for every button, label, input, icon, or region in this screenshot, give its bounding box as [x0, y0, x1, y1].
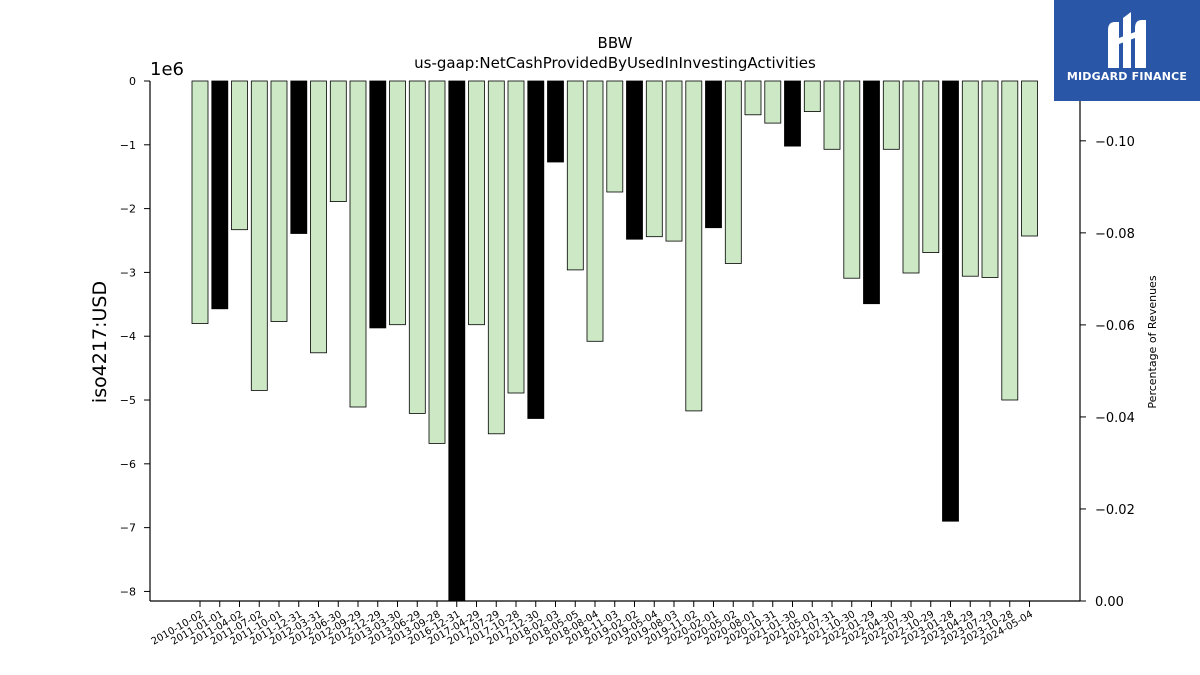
y2-axis-label: Percentage of Revenues: [1146, 275, 1159, 408]
bar-2013-03-30: [389, 80, 406, 326]
y-tick-label: −2: [120, 203, 136, 216]
y2-tick-label: −0.02: [1095, 503, 1135, 518]
bar-2020-02-01: [705, 80, 722, 229]
bar-2013-09-28: [428, 80, 446, 444]
bar-2021-07-31: [823, 80, 841, 150]
logo-text: MIDGARD FINANCE: [1066, 70, 1188, 83]
y2-tick-label: −0.06: [1095, 319, 1135, 334]
bar-2018-05-05: [566, 80, 584, 271]
y2-tick-label: −0.10: [1095, 135, 1135, 150]
bar-2018-11-03: [606, 80, 624, 193]
y-tick-label: −8: [120, 585, 136, 598]
midgard-finance-logo: MIDGARD FINANCE: [1054, 0, 1200, 101]
x-ticks-group: 2010-10-022011-01-012011-04-022011-07-02…: [150, 601, 1035, 648]
bar-2019-11-02: [685, 80, 703, 412]
bar-2022-10-29: [922, 80, 940, 254]
bar-2021-01-30: [784, 80, 801, 147]
y2-tick-label: −0.08: [1095, 227, 1135, 242]
y-tick-label: −6: [120, 458, 136, 471]
bars-group: [191, 80, 1038, 602]
bar-2012-03-31: [310, 80, 327, 354]
bar-2012-12-29: [369, 80, 387, 329]
bar-2016-12-31: [448, 80, 466, 602]
y2-ticks-group: −0.10 −0.08 −0.06 −0.04 −0.02 0.00: [1080, 135, 1135, 610]
y-ticks-group: 0 −1 −2 −3 −4 −5 −6 −7 −8: [120, 75, 150, 598]
bar-2022-07-30: [902, 80, 920, 274]
bar-2018-08-04: [586, 80, 604, 342]
y-offset-label: 1e6: [150, 59, 184, 80]
bar-2019-02-02: [626, 80, 643, 240]
bar-2012-06-30: [329, 80, 347, 202]
bar-2011-04-02: [231, 80, 248, 231]
bar-2021-05-01: [803, 80, 821, 113]
bar-2019-05-04: [645, 80, 663, 238]
bar-2017-12-30: [527, 80, 545, 419]
chart-subtitle: us-gaap:NetCashProvidedByUsedInInvesting…: [414, 54, 816, 72]
bar-2019-08-03: [665, 80, 683, 242]
bar-2018-02-03: [547, 80, 564, 163]
bar-2020-10-31: [764, 80, 782, 124]
bar-2023-01-28: [942, 80, 959, 522]
y-tick-label: −5: [120, 394, 136, 407]
bar-2017-04-29: [468, 80, 485, 326]
bar-2013-06-29: [408, 80, 426, 414]
bar-2017-07-29: [487, 80, 505, 435]
bar-2023-07-29: [981, 80, 999, 278]
bar-2024-05-04: [1021, 80, 1038, 237]
y-tick-label: −7: [120, 522, 136, 535]
y-tick-label: −4: [120, 330, 136, 343]
bar-2020-05-02: [724, 80, 742, 264]
bar-2021-10-30: [843, 80, 861, 279]
bar-2020-08-01: [744, 80, 762, 116]
bar-2012-09-29: [349, 80, 367, 408]
midgard-logo-icon: [1108, 12, 1146, 68]
bar-2011-01-01: [211, 80, 229, 310]
y-axis-label: iso4217:USD: [89, 281, 111, 403]
bar-2011-07-02: [250, 80, 268, 391]
y-tick-label: −1: [120, 139, 136, 152]
bar-2010-10-02: [191, 80, 209, 324]
y2-tick-label: −0.04: [1095, 411, 1135, 426]
bar-2011-12-31: [290, 80, 308, 234]
bar-2017-10-28: [507, 80, 525, 394]
bar-2022-01-29: [863, 80, 880, 305]
y-tick-label: 0: [129, 75, 136, 88]
y-tick-label: −3: [120, 266, 136, 279]
bar-2023-10-28: [1001, 80, 1019, 401]
bar-2011-10-01: [270, 80, 288, 322]
chart-title: BBW: [598, 34, 633, 52]
bar-2022-04-30: [882, 80, 900, 150]
y2-tick-label: 0.00: [1095, 595, 1124, 610]
bar-2023-04-29: [961, 80, 979, 277]
